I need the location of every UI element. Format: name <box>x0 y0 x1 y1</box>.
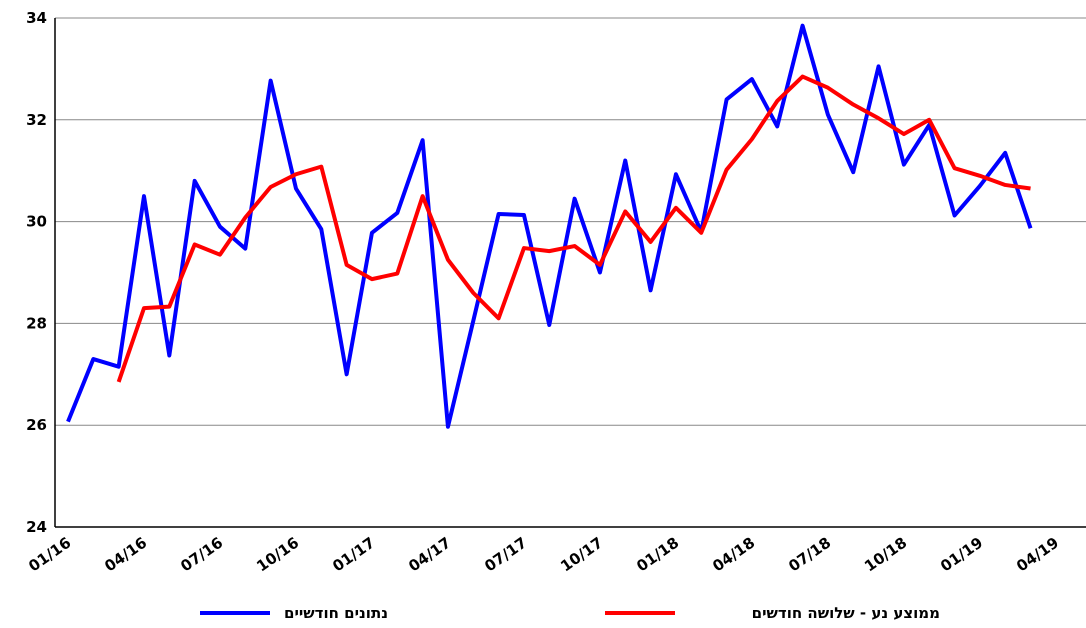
line-series <box>66 23 1033 429</box>
x-tick-label: 07/17 <box>481 534 530 576</box>
y-tick-label: 28 <box>26 314 47 332</box>
x-tick-label: 01/16 <box>25 534 74 576</box>
y-tick-label: 34 <box>26 9 47 27</box>
y-tick-label: 30 <box>26 213 47 231</box>
y-tick-label: 26 <box>26 416 47 434</box>
y-tick-label: 24 <box>26 518 47 536</box>
x-tick-label: 04/17 <box>405 534 454 576</box>
x-tick-label: 01/17 <box>329 534 378 576</box>
legend-label: נתונים חודשיים <box>284 604 388 622</box>
x-tick-label: 04/18 <box>709 534 758 576</box>
y-tick-label: 32 <box>26 111 47 129</box>
x-tick-label: 10/17 <box>557 534 606 576</box>
x-tick-label: 10/16 <box>253 534 302 576</box>
x-tick-label: 07/18 <box>785 534 834 576</box>
legend-label: ממוצע נע - שלושה חודשים <box>752 604 940 622</box>
x-tick-label: 04/16 <box>101 534 150 576</box>
line-series <box>116 74 1031 383</box>
x-tick-label: 07/16 <box>177 534 226 576</box>
x-tick-label: 01/18 <box>633 534 682 576</box>
x-tick-label: 10/18 <box>861 534 910 576</box>
x-tick-label: 01/19 <box>937 534 986 576</box>
x-tick-label: 04/19 <box>1013 534 1062 576</box>
